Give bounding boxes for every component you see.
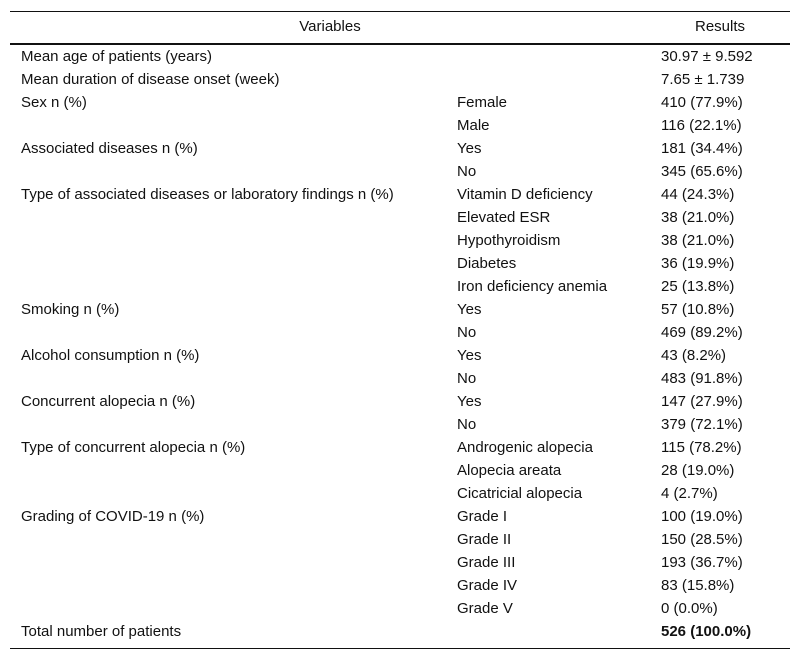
rule-header bbox=[10, 43, 790, 45]
table-cell: Alcohol consumption n (%) bbox=[21, 347, 200, 364]
rule-top bbox=[10, 11, 790, 12]
table-cell: Grade IV bbox=[457, 577, 518, 594]
table-cell: 483 (91.8%) bbox=[661, 370, 743, 387]
table-cell: 469 (89.2%) bbox=[661, 324, 743, 341]
table-cell: Androgenic alopecia bbox=[457, 439, 593, 456]
table-cell: Type of concurrent alopecia n (%) bbox=[21, 439, 246, 456]
table-cell: 38 (21.0%) bbox=[661, 209, 735, 226]
table-cell: Yes bbox=[457, 301, 482, 318]
table-cell: Smoking n (%) bbox=[21, 301, 120, 318]
table-cell: Female bbox=[457, 94, 508, 111]
table-cell: 43 (8.2%) bbox=[661, 347, 727, 364]
table-cell: Cicatricial alopecia bbox=[457, 485, 583, 502]
table-cell: 410 (77.9%) bbox=[661, 94, 743, 111]
table-cell: Yes bbox=[457, 393, 482, 410]
table-cell: 147 (27.9%) bbox=[661, 393, 743, 410]
table-cell: No bbox=[457, 416, 477, 433]
table-cell: Hypothyroidism bbox=[457, 232, 561, 249]
table-cell: 100 (19.0%) bbox=[661, 508, 743, 525]
table-cell: Grade V bbox=[457, 600, 513, 617]
table-cell: Associated diseases n (%) bbox=[21, 140, 198, 157]
header-cell: Variables bbox=[299, 18, 361, 35]
table-cell: Total number of patients bbox=[21, 623, 182, 640]
table-cell: 83 (15.8%) bbox=[661, 577, 735, 594]
table-cell: No bbox=[457, 163, 477, 180]
table-cell: Elevated ESR bbox=[457, 209, 551, 226]
table-cell: 28 (19.0%) bbox=[661, 462, 735, 479]
table-cell: 379 (72.1%) bbox=[661, 416, 743, 433]
table-cell: 150 (28.5%) bbox=[661, 531, 743, 548]
table-cell: 181 (34.4%) bbox=[661, 140, 743, 157]
table-cell: Male bbox=[457, 117, 490, 134]
table-cell: Yes bbox=[457, 140, 482, 157]
table-cell: Sex n (%) bbox=[21, 94, 87, 111]
table-cell: 36 (19.9%) bbox=[661, 255, 735, 272]
rule-bottom bbox=[10, 648, 790, 649]
table-cell: 4 (2.7%) bbox=[661, 485, 718, 502]
table-cell: Grade III bbox=[457, 554, 516, 571]
table-cell: Concurrent alopecia n (%) bbox=[21, 393, 196, 410]
table-cell: 345 (65.6%) bbox=[661, 163, 743, 180]
table-cell: 115 (78.2%) bbox=[661, 439, 742, 456]
table-cell: Mean duration of disease onset (week) bbox=[21, 71, 280, 88]
table-cell: 0 (0.0%) bbox=[661, 600, 718, 617]
table-cell: 57 (10.8%) bbox=[661, 301, 735, 318]
table-cell: Grade II bbox=[457, 531, 512, 548]
table-cell: Iron deficiency anemia bbox=[457, 278, 608, 295]
table-cell: Alopecia areata bbox=[457, 462, 562, 479]
table-cell: Vitamin D deficiency bbox=[457, 186, 593, 203]
table-cell: Grading of COVID-19 n (%) bbox=[21, 508, 205, 525]
table-cell: Mean age of patients (years) bbox=[21, 48, 212, 65]
table-cell: 526 (100.0%) bbox=[661, 623, 752, 640]
table-cell: Type of associated diseases or laborator… bbox=[21, 186, 394, 203]
table-cell: Grade I bbox=[457, 508, 508, 525]
table-cell: No bbox=[457, 370, 477, 387]
table-cell: 7.65 ± 1.739 bbox=[661, 71, 745, 88]
table-cell: 116 (22.1%) bbox=[661, 117, 742, 134]
table-cell: No bbox=[457, 324, 477, 341]
table-cell: 30.97 ± 9.592 bbox=[661, 48, 753, 65]
table-cell: 44 (24.3%) bbox=[661, 186, 735, 203]
header-cell: Results bbox=[694, 18, 746, 35]
table-cell: 25 (13.8%) bbox=[661, 278, 735, 295]
table-cell: Yes bbox=[457, 347, 482, 364]
table-cell: Diabetes bbox=[457, 255, 517, 272]
table-cell: 193 (36.7%) bbox=[661, 554, 743, 571]
table-cell: 38 (21.0%) bbox=[661, 232, 735, 249]
